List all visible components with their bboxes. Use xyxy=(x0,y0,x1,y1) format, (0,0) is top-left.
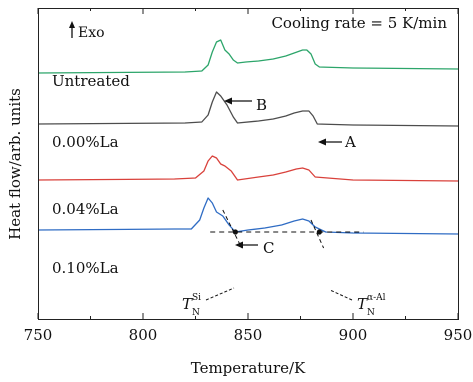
tn-al-subscript: N xyxy=(367,308,375,318)
tn-si-label: T N Si xyxy=(182,293,201,318)
y-axis-title: Heat flow/arb. units xyxy=(6,88,24,240)
x-axis-title: Temperature/K xyxy=(191,359,306,377)
x-tick-label-4: 950 xyxy=(444,326,473,344)
annotation-c: C xyxy=(263,239,274,257)
arrow-c-head xyxy=(235,241,243,249)
tangent-dashed-line-0 xyxy=(222,209,243,249)
x-tick-label-0: 750 xyxy=(24,326,53,344)
tn-si-symbol: T xyxy=(182,295,193,313)
x-tick-label-1: 800 xyxy=(129,326,158,344)
tn-si-subscript: N xyxy=(192,308,200,318)
series-line-0 xyxy=(37,39,459,74)
arrow-a-head xyxy=(318,138,326,146)
annotation-a: A xyxy=(344,133,356,151)
tn-si-leader xyxy=(205,287,235,301)
x-tick-label-2: 850 xyxy=(234,326,263,344)
cooling-rate-label: Cooling rate = 5 K/min xyxy=(271,14,447,32)
series-label-0-04-la: 0.04%La xyxy=(52,200,119,218)
tangent-dashed-line-1 xyxy=(310,219,325,249)
exo-indicator: Exo xyxy=(69,21,105,41)
tn-al-symbol: T xyxy=(357,295,368,313)
tn-al-leader xyxy=(329,289,353,301)
series-label-untreated: Untreated xyxy=(52,72,130,90)
series-line-2 xyxy=(37,155,459,182)
series-label-0-10-la: 0.10%La xyxy=(52,259,119,277)
tn-al-superscript: α-Al xyxy=(367,293,386,303)
series-line-1 xyxy=(37,91,459,127)
annotation-b: B xyxy=(256,96,267,114)
construction-lines xyxy=(210,209,364,249)
onset-marker-1 xyxy=(316,229,322,235)
tn-al-label: T N α-Al xyxy=(357,293,386,318)
arrow-b-head xyxy=(224,97,232,105)
x-tick-label-3: 900 xyxy=(339,326,368,344)
tn-si-superscript: Si xyxy=(192,293,201,303)
x-ticks: 750 800 850 900 950 xyxy=(24,8,473,344)
exo-label: Exo xyxy=(78,25,105,41)
onset-marker-0 xyxy=(232,229,238,235)
annotation-arrows xyxy=(205,97,353,301)
series-label-0-00-la: 0.00%La xyxy=(52,133,119,151)
